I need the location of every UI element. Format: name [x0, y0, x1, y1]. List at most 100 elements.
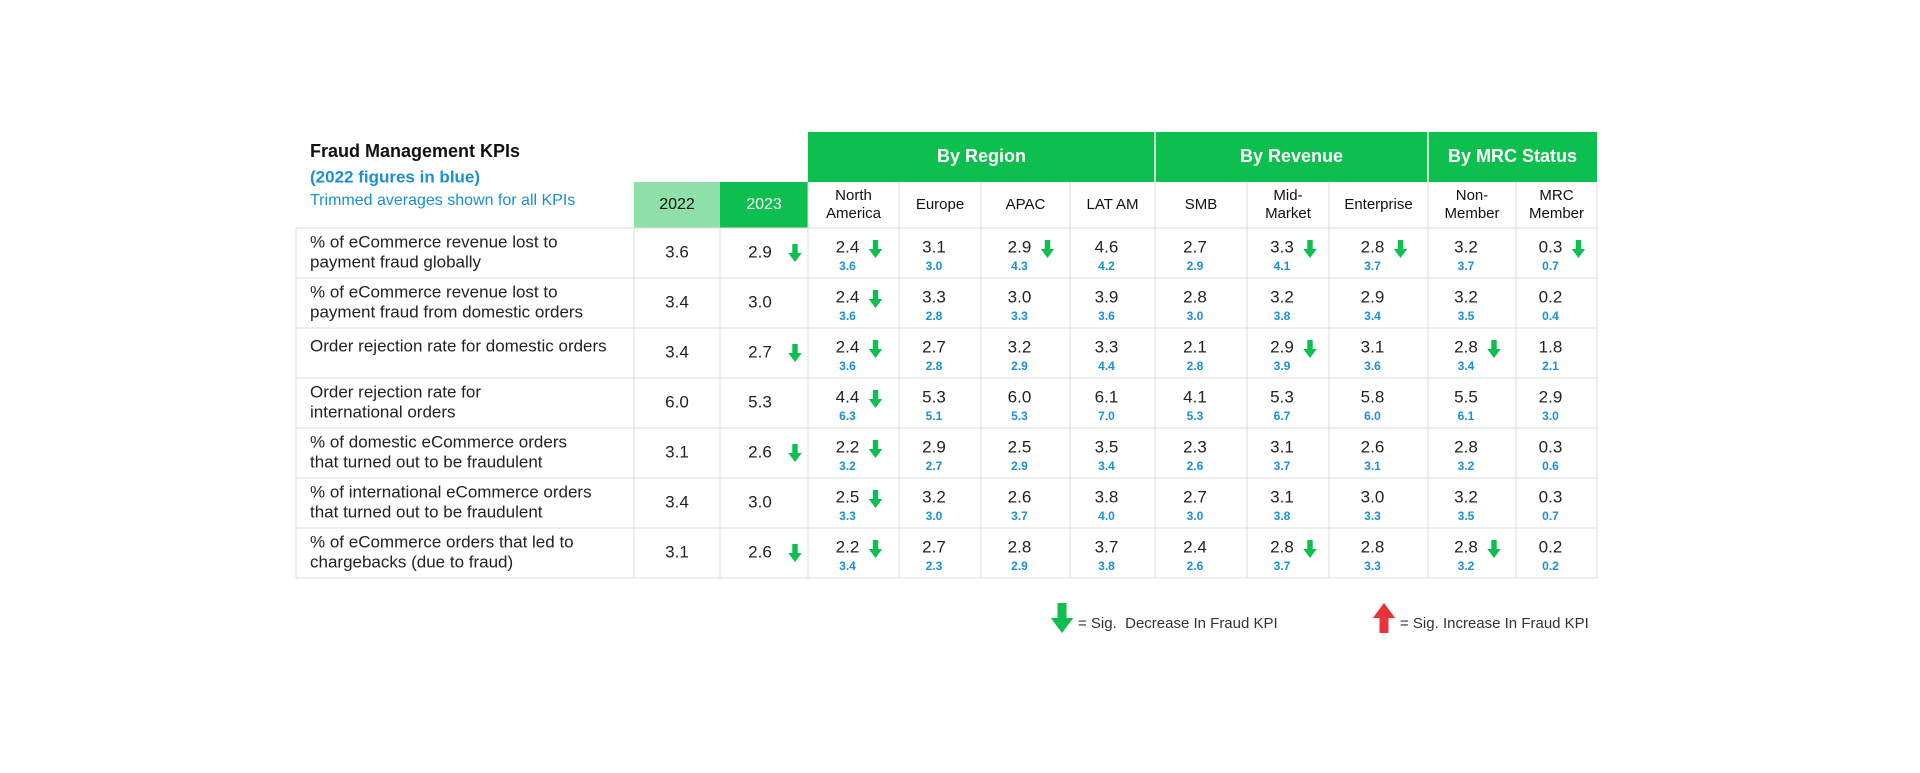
row-label: Order rejection rate for domestic orders: [310, 336, 607, 355]
cell-value: 5.3: [1270, 387, 1294, 406]
table-note: Trimmed averages shown for all KPIs: [310, 192, 575, 209]
cell-prior-value: 3.6: [1364, 359, 1381, 373]
row-label: % of eCommerce revenue lost to: [310, 282, 558, 301]
row-label: % of eCommerce orders that led to: [310, 532, 574, 551]
cell-value: 2.9: [1270, 337, 1294, 356]
cell-value: 4.6: [1095, 237, 1119, 256]
sig-decrease-arrow: [1393, 240, 1408, 258]
cell-prior-value: 3.4: [1458, 359, 1475, 373]
row-label: Order rejection rate for: [310, 382, 481, 401]
cell-prior-value: 3.9: [1274, 359, 1291, 373]
cell-value: 3.1: [1361, 337, 1385, 356]
cell-prior-value: 3.6: [839, 259, 856, 273]
cell-value: 3.1: [922, 237, 946, 256]
cell-prior-value: 3.4: [1098, 459, 1115, 473]
sig-decrease-arrow: [788, 544, 802, 562]
cell-value: 2.8: [1454, 437, 1478, 456]
cell-value: 1.8: [1539, 337, 1563, 356]
cell-value: 3.7: [1095, 537, 1119, 556]
column-header: Member: [1444, 205, 1499, 222]
cell-value: 3.2: [1454, 237, 1478, 256]
column-header: North: [835, 187, 872, 204]
value-2022: 3.1: [665, 542, 689, 561]
cell-value: 3.0: [1008, 287, 1032, 306]
cell-value: 2.4: [836, 337, 860, 356]
cell-value: 2.8: [1454, 537, 1478, 556]
cell-value: 3.2: [1270, 287, 1294, 306]
sig-decrease-arrow: [868, 390, 883, 408]
column-header: Member: [1529, 205, 1584, 222]
cell-value: 2.1: [1183, 337, 1207, 356]
cell-value: 3.5: [1095, 437, 1119, 456]
cell-value: 4.4: [836, 387, 860, 406]
cell-value: 2.4: [1183, 537, 1207, 556]
cell-value: 0.3: [1539, 237, 1563, 256]
cell-value: 0.3: [1539, 487, 1563, 506]
cell-value: 0.2: [1539, 537, 1563, 556]
cell-value: 6.1: [1095, 387, 1119, 406]
sig-decrease-arrow: [868, 540, 883, 558]
value-2022: 6.0: [665, 392, 689, 411]
cell-value: 0.3: [1539, 437, 1563, 456]
cell-prior-value: 3.7: [1274, 459, 1291, 473]
row-label: international orders: [310, 402, 456, 421]
cell-prior-value: 3.3: [1364, 509, 1381, 523]
cell-value: 3.3: [922, 287, 946, 306]
cell-prior-value: 4.0: [1098, 509, 1115, 523]
sig-decrease-arrow: [1040, 240, 1055, 258]
cell-value: 2.5: [1008, 437, 1032, 456]
sig-decrease-arrow: [1303, 240, 1317, 258]
cell-value: 3.2: [1454, 287, 1478, 306]
column-header: Enterprise: [1344, 196, 1412, 213]
column-header: Non-: [1456, 187, 1489, 204]
cell-value: 2.8: [1361, 237, 1385, 256]
cell-prior-value: 3.3: [1364, 559, 1381, 573]
cell-prior-value: 2.1: [1542, 359, 1559, 373]
cell-value: 5.8: [1361, 387, 1385, 406]
cell-value: 3.8: [1095, 487, 1119, 506]
legend-arrow: [1050, 603, 1074, 633]
group-header: By MRC Status: [1448, 146, 1577, 166]
cell-prior-value: 2.8: [926, 359, 943, 373]
cell-prior-value: 7.0: [1098, 409, 1115, 423]
cell-value: 2.8: [1454, 337, 1478, 356]
cell-value: 2.9: [1539, 387, 1563, 406]
cell-value: 2.5: [836, 487, 860, 506]
sig-decrease-arrow: [1303, 340, 1317, 358]
cell-prior-value: 2.9: [1187, 259, 1204, 273]
cell-value: 2.8: [1361, 537, 1385, 556]
cell-prior-value: 6.7: [1274, 409, 1291, 423]
cell-prior-value: 5.3: [1187, 409, 1204, 423]
cell-value: 3.2: [1454, 487, 1478, 506]
value-2022: 3.4: [665, 292, 689, 311]
cell-prior-value: 2.7: [926, 459, 943, 473]
cell-prior-value: 2.9: [1011, 359, 1028, 373]
row-label: % of eCommerce revenue lost to: [310, 232, 558, 251]
cell-value: 2.9: [1361, 287, 1385, 306]
value-2023: 5.3: [748, 392, 772, 411]
sig-decrease-arrow: [868, 340, 883, 358]
cell-prior-value: 2.9: [1011, 459, 1028, 473]
cell-prior-value: 4.1: [1274, 259, 1291, 273]
row-label: that turned out to be fraudulent: [310, 452, 543, 471]
year-header-cell: [634, 182, 720, 228]
cell-value: 5.3: [922, 387, 946, 406]
table-title: Fraud Management KPIs: [310, 141, 520, 161]
cell-value: 3.1: [1270, 437, 1294, 456]
cell-prior-value: 4.2: [1098, 259, 1115, 273]
cell-value: 3.3: [1270, 237, 1294, 256]
cell-prior-value: 4.3: [1011, 259, 1028, 273]
cell-prior-value: 3.5: [1458, 509, 1475, 523]
cell-prior-value: 5.3: [1011, 409, 1028, 423]
cell-prior-value: 3.2: [1458, 459, 1475, 473]
cell-value: 2.6: [1008, 487, 1032, 506]
row-label: payment fraud globally: [310, 252, 482, 271]
cell-prior-value: 0.7: [1542, 259, 1559, 273]
cell-value: 2.4: [836, 287, 860, 306]
cell-value: 2.9: [1008, 237, 1032, 256]
cell-prior-value: 3.2: [1458, 559, 1475, 573]
value-2023: 2.9: [748, 242, 772, 261]
column-header: SMB: [1185, 196, 1218, 213]
